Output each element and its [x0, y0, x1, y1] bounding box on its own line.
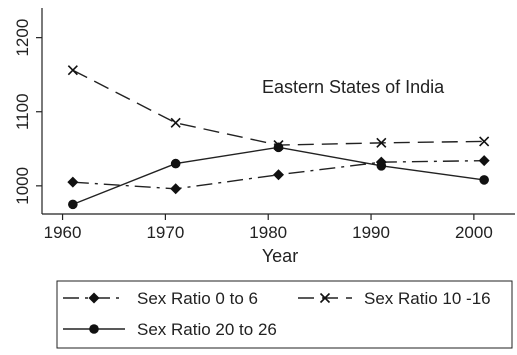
data-point [479, 136, 490, 147]
x-tick-label: 2000 [455, 223, 493, 242]
legend-marker [88, 292, 100, 304]
data-point [68, 199, 78, 210]
legend-marker [319, 292, 331, 304]
y-tick-label: 1200 [13, 19, 32, 57]
x-tick-label: 1980 [249, 223, 287, 242]
series-layer [67, 65, 490, 210]
data-point [170, 117, 181, 128]
legend-label: Sex Ratio 10 -16 [364, 289, 491, 308]
x-axis-title: Year [262, 246, 298, 266]
legend-item: Sex Ratio 0 to 6 [63, 289, 258, 308]
data-point [67, 65, 78, 76]
legend-label: Sex Ratio 20 to 26 [137, 320, 277, 339]
data-point [67, 176, 79, 188]
data-point [273, 142, 284, 153]
legend: Sex Ratio 0 to 6 Sex Ratio 10 -16 Sex Rati… [56, 280, 513, 349]
legend-item: Sex Ratio 10 -16 [298, 289, 491, 308]
data-point [273, 169, 284, 181]
chart-annotation: Eastern States of India [262, 77, 445, 97]
series-line [72, 159, 485, 190]
data-point [170, 158, 181, 169]
data-point [376, 161, 387, 171]
data-point [376, 137, 387, 148]
series-1 [67, 155, 490, 195]
data-point [479, 175, 489, 185]
legend-marker [89, 324, 99, 334]
legend-items: Sex Ratio 0 to 6 Sex Ratio 10 -16 Sex Rati… [63, 289, 491, 339]
plot-area: 1000 1100 1200 1960 1970 1980 1990 2000 Easter… [13, 8, 515, 266]
y-tick-label: 1000 [13, 167, 32, 205]
y-tick-label: 1100 [13, 93, 32, 130]
data-point [478, 155, 490, 167]
legend-item: Sex Ratio 20 to 26 [63, 320, 277, 339]
y-ticks: 1000 1100 1200 [13, 19, 42, 205]
legend-label: Sex Ratio 0 to 6 [137, 289, 258, 308]
x-tick-label: 1970 [146, 223, 184, 242]
data-point [170, 183, 182, 195]
series-3 [68, 142, 489, 210]
x-tick-label: 1960 [44, 223, 82, 242]
legend-box [56, 280, 513, 349]
x-tick-label: 1990 [352, 223, 390, 242]
x-ticks: 1960 1970 1980 1990 2000 [44, 214, 493, 242]
